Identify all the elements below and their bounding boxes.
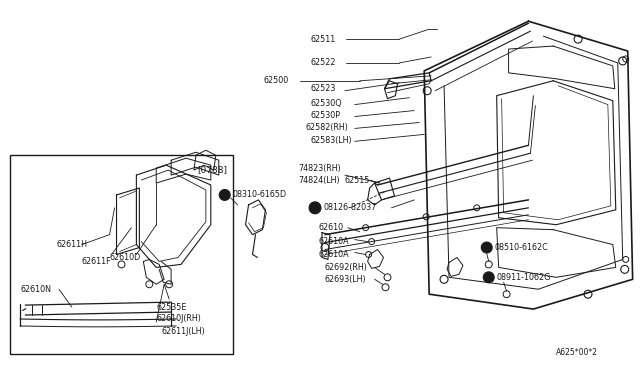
Text: 74823(RH): 74823(RH) xyxy=(298,164,341,173)
Text: 08126-82037: 08126-82037 xyxy=(324,203,377,212)
Text: 62511: 62511 xyxy=(310,35,335,44)
Text: B: B xyxy=(312,205,317,211)
Bar xyxy=(10,155,233,354)
Text: 62523: 62523 xyxy=(310,84,335,93)
Circle shape xyxy=(220,189,230,201)
Text: 08911-1062G: 08911-1062G xyxy=(497,273,551,282)
Circle shape xyxy=(309,202,321,214)
Text: 62611H: 62611H xyxy=(57,240,88,249)
Text: 62515: 62515 xyxy=(345,176,370,185)
Text: 62500: 62500 xyxy=(264,76,289,85)
Text: 74824(LH): 74824(LH) xyxy=(298,176,340,185)
Text: 62583(LH): 62583(LH) xyxy=(310,136,352,145)
Text: 62611F: 62611F xyxy=(82,257,111,266)
Text: 62582(RH): 62582(RH) xyxy=(305,123,348,132)
Text: 08510-6162C: 08510-6162C xyxy=(495,243,548,252)
Text: 62610: 62610 xyxy=(318,223,343,232)
Text: N: N xyxy=(486,274,492,280)
Text: 62611J(LH): 62611J(LH) xyxy=(161,327,205,336)
Text: 62610N: 62610N xyxy=(20,285,51,294)
Text: 62530P: 62530P xyxy=(310,111,340,120)
Text: S: S xyxy=(222,192,227,198)
Text: 62610D: 62610D xyxy=(109,253,141,262)
Text: 62610J(RH): 62610J(RH) xyxy=(156,314,201,324)
Text: 62530Q: 62530Q xyxy=(310,99,342,108)
Text: 62610A: 62610A xyxy=(318,237,349,246)
Circle shape xyxy=(481,242,492,253)
Circle shape xyxy=(483,272,494,283)
Text: 08310-6165D: 08310-6165D xyxy=(233,190,287,199)
Text: 62522: 62522 xyxy=(310,58,335,67)
Text: 62610A: 62610A xyxy=(318,250,349,259)
Text: A625*00*2: A625*00*2 xyxy=(556,348,598,357)
Text: [0788]: [0788] xyxy=(198,165,228,174)
Text: 62692(RH): 62692(RH) xyxy=(325,263,368,272)
Text: 62535E: 62535E xyxy=(156,302,187,312)
Text: S: S xyxy=(484,244,489,250)
Text: 62693(LH): 62693(LH) xyxy=(325,275,367,284)
